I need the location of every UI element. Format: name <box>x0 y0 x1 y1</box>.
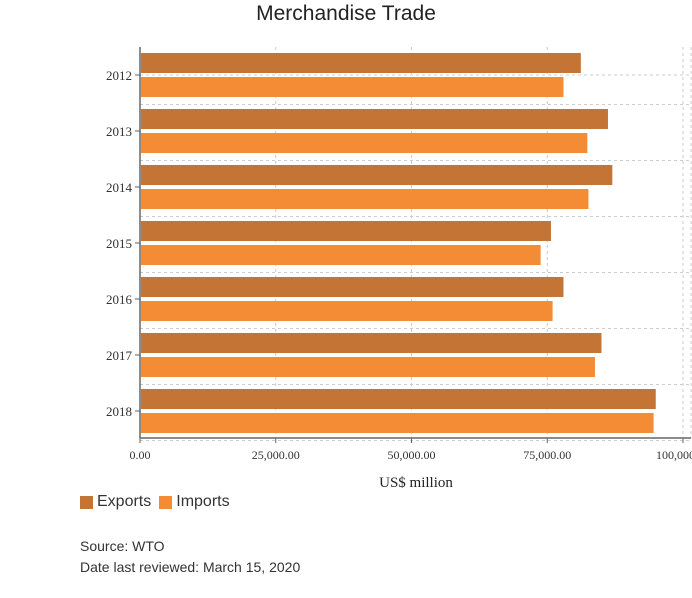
x-axis-label: US$ million <box>379 475 453 491</box>
x-tick-label: 75,000.00 <box>523 448 571 462</box>
legend-swatch-exports <box>80 495 93 509</box>
chart-legend: Exports Imports <box>80 493 238 511</box>
bar-exports-2017 <box>141 333 602 353</box>
bar-imports-2016 <box>141 301 553 321</box>
x-tick-label: 100,000.00 <box>656 448 692 462</box>
bar-imports-2014 <box>141 189 589 209</box>
chart-title: Merchandise Trade <box>256 2 436 25</box>
date-reviewed-note: Date last reviewed: March 15, 2020 <box>80 559 301 575</box>
source-note: Source: WTO <box>80 538 165 554</box>
legend-item-exports[interactable]: Exports <box>80 493 151 511</box>
legend-label-exports: Exports <box>97 493 152 510</box>
legend-label-imports: Imports <box>176 493 230 510</box>
bar-exports-2014 <box>141 165 613 185</box>
y-tick-label-2018: 2018 <box>106 404 132 419</box>
legend-item-imports[interactable]: Imports <box>159 493 230 511</box>
bar-imports-2013 <box>141 133 588 153</box>
legend-swatch-imports <box>159 495 173 509</box>
y-tick-label-2014: 2014 <box>106 180 133 195</box>
y-tick-label-2012: 2012 <box>106 68 132 83</box>
bar-imports-2018 <box>141 413 654 433</box>
y-tick-label-2013: 2013 <box>106 124 132 139</box>
y-tick-label-2017: 2017 <box>106 348 133 363</box>
x-tick-label: 25,000.00 <box>252 448 300 462</box>
y-tick-label-2016: 2016 <box>106 292 133 307</box>
bar-exports-2012 <box>141 53 581 73</box>
y-tick-label-2015: 2015 <box>106 236 132 251</box>
bar-imports-2015 <box>141 245 541 265</box>
x-tick-label: 50,000.00 <box>388 448 436 462</box>
bar-imports-2012 <box>141 77 564 97</box>
bar-exports-2013 <box>141 109 608 129</box>
bar-exports-2016 <box>141 277 564 297</box>
bar-exports-2018 <box>141 389 656 409</box>
bar-exports-2015 <box>141 221 551 241</box>
bar-imports-2017 <box>141 357 595 377</box>
x-tick-label: 0.00 <box>130 448 151 462</box>
